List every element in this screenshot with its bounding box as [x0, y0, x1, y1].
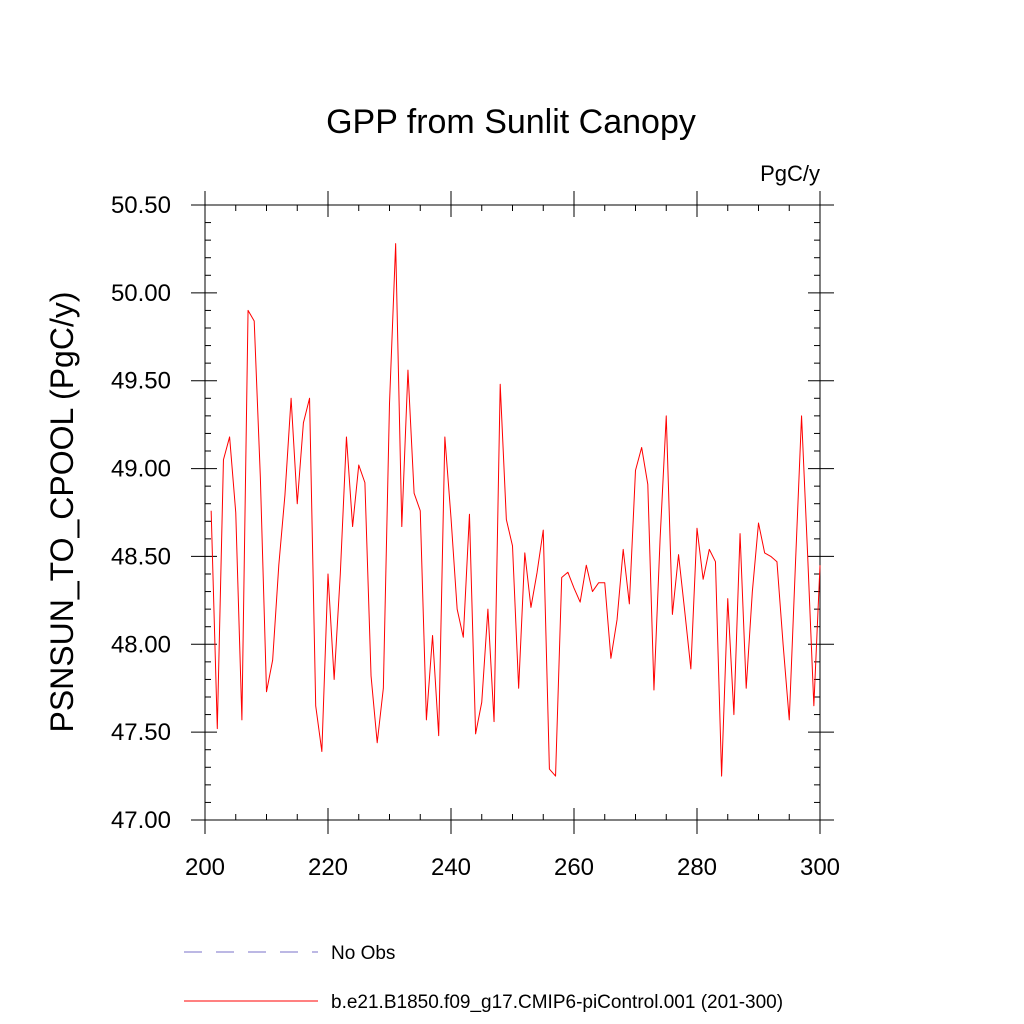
x-tick-labels: 200 220 240 260 280 300	[185, 854, 840, 881]
legend: No Obs b.e21.B1850.f09_g17.CMIP6-piContr…	[184, 943, 783, 1013]
series-group	[210, 243, 821, 777]
y-tick-label: 47.00	[111, 807, 171, 834]
legend-label-no-obs: No Obs	[331, 943, 395, 964]
y-tick-label: 47.50	[111, 719, 171, 746]
plot-frame	[204, 204, 821, 821]
y-tick-label: 49.50	[111, 368, 171, 395]
x-tick-label: 300	[800, 854, 840, 881]
y-tick-label: 48.00	[111, 631, 171, 658]
y-tick-labels: 47.00 47.50 48.00 48.50 49.00 49.50 50.00 50.50	[111, 192, 171, 834]
x-tick-label: 200	[185, 854, 225, 881]
x-tick-label: 240	[431, 854, 471, 881]
y-axis-label: PSNSUN_TO_CPOOL (PgC/y)	[44, 292, 80, 733]
x-tick-label: 260	[554, 854, 594, 881]
units-label: PgC/y	[760, 161, 820, 186]
series-line	[210, 243, 821, 777]
y-tick-label: 50.00	[111, 280, 171, 307]
y-tick-label: 49.00	[111, 456, 171, 483]
chart-title: GPP from Sunlit Canopy	[326, 103, 696, 141]
minor-ticks	[205, 205, 820, 820]
x-tick-label: 220	[308, 854, 348, 881]
x-tick-label: 280	[677, 854, 717, 881]
y-tick-label: 48.50	[111, 543, 171, 570]
legend-label-picontrol: b.e21.B1850.f09_g17.CMIP6-piControl.001 …	[331, 992, 783, 1013]
major-ticks	[191, 191, 834, 834]
y-tick-label: 50.50	[111, 192, 171, 219]
